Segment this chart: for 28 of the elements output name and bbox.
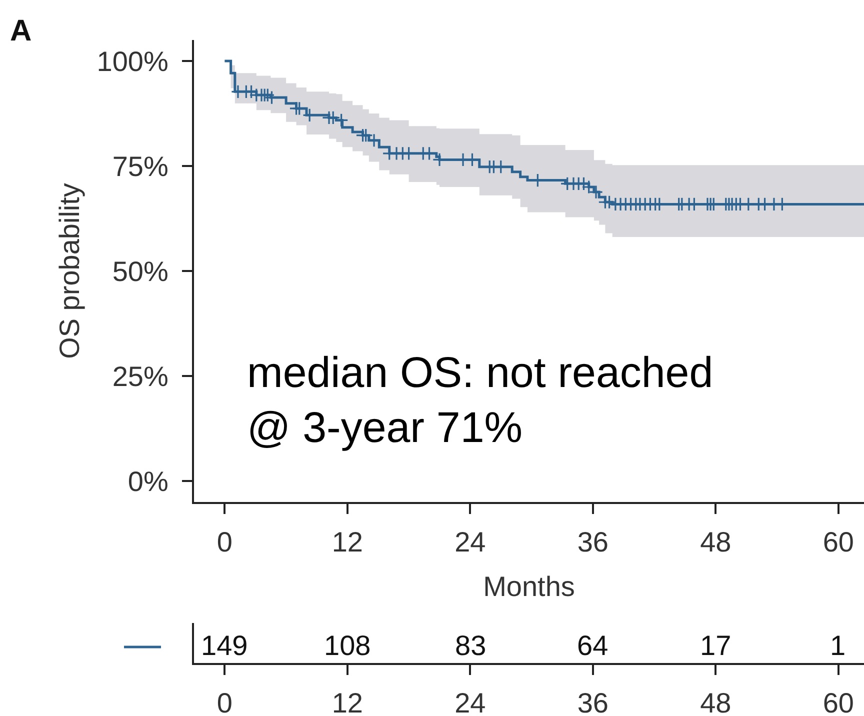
x-tick-label: 36 — [577, 526, 609, 558]
y-axis-title: OS probability — [54, 183, 85, 359]
x-tick-label: 24 — [454, 526, 486, 558]
y-tick-label: 0% — [128, 466, 168, 497]
text: 108 — [324, 630, 371, 661]
annotation: @ 3-year 71% — [247, 404, 522, 452]
x2-tick-label: 0 — [216, 688, 232, 716]
text: 83 — [455, 630, 486, 661]
x-tick-label: 48 — [700, 526, 732, 558]
y-tick-label: 100% — [96, 46, 168, 77]
x-tick-label: 12 — [332, 526, 364, 558]
x-tick-label: 60 — [822, 526, 854, 558]
text: 1 — [830, 630, 846, 661]
x2-tick-label: 48 — [700, 688, 732, 716]
x-axis-title: Months — [483, 571, 575, 602]
chart-title: A — [10, 14, 32, 48]
y-tick-label: 25% — [112, 360, 168, 392]
text: 64 — [577, 630, 608, 661]
annotation: median OS: not reached — [247, 349, 714, 397]
y-tick-label: 50% — [112, 256, 168, 287]
x2-tick-label: 12 — [332, 688, 364, 716]
text: 149 — [201, 630, 248, 661]
y-tick-label: 75% — [112, 150, 168, 182]
x2-tick-label: 60 — [822, 688, 854, 716]
x2-tick-label: 36 — [577, 688, 609, 716]
x2-tick-label: 24 — [454, 688, 486, 716]
x-tick-label: 0 — [216, 526, 232, 558]
text: 17 — [700, 630, 732, 661]
